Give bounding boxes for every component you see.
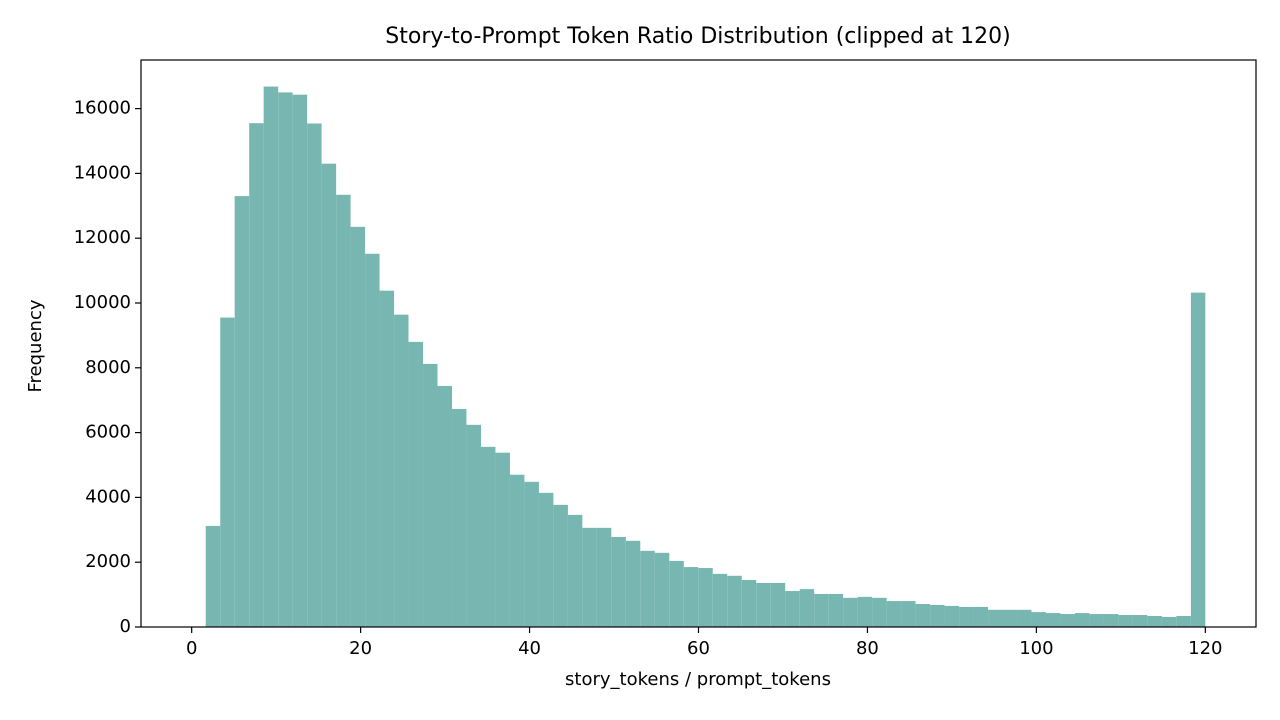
- y-tick-label: 4000: [85, 486, 131, 507]
- bar: [683, 567, 699, 627]
- bar: [625, 540, 641, 627]
- bar: [1176, 615, 1191, 627]
- x-tick-label: 20: [349, 638, 372, 659]
- bar: [336, 194, 351, 627]
- bar: [1002, 609, 1018, 627]
- bar: [408, 341, 424, 627]
- bar: [1031, 612, 1047, 627]
- bar: [582, 527, 597, 627]
- bar: [1017, 609, 1032, 627]
- bar: [611, 536, 626, 627]
- bar: [872, 597, 887, 627]
- bar: [930, 604, 945, 627]
- y-tick-label: 6000: [85, 422, 131, 443]
- bar: [234, 196, 250, 627]
- x-tick-label: 80: [856, 638, 879, 659]
- bar: [915, 603, 931, 627]
- bar: [452, 408, 467, 627]
- bar: [394, 314, 409, 627]
- bar: [205, 525, 221, 627]
- bar: [480, 446, 496, 627]
- y-tick-label: 8000: [85, 357, 131, 378]
- y-tick-label: 2000: [85, 551, 131, 572]
- x-tick-label: 40: [518, 638, 541, 659]
- bar: [828, 593, 844, 627]
- bar: [770, 582, 786, 627]
- bar: [1074, 613, 1090, 627]
- bar: [495, 452, 510, 627]
- bar: [350, 226, 366, 628]
- y-tick-label: 12000: [74, 227, 131, 248]
- bar: [596, 527, 612, 627]
- chart-title: Story-to-Prompt Token Ratio Distribution…: [385, 24, 1010, 49]
- bar: [814, 593, 829, 627]
- x-tick-label: 0: [186, 638, 197, 659]
- bar: [365, 253, 380, 627]
- bar: [712, 573, 728, 627]
- bar: [567, 514, 583, 627]
- bar: [423, 363, 438, 627]
- bar: [263, 86, 279, 628]
- y-tick-label: 10000: [74, 292, 131, 313]
- bar: [1118, 615, 1133, 627]
- bar: [988, 609, 1003, 627]
- bar: [756, 582, 771, 627]
- bar: [973, 606, 989, 627]
- bar: [1103, 614, 1119, 627]
- bar: [220, 317, 235, 627]
- bar: [886, 601, 902, 627]
- bar: [524, 481, 539, 627]
- bar: [799, 589, 815, 627]
- bar: [727, 575, 742, 627]
- x-tick-label: 60: [687, 638, 710, 659]
- bar: [292, 94, 308, 628]
- bar: [1161, 616, 1177, 627]
- bar: [307, 123, 322, 627]
- y-axis-label: Frequency: [25, 299, 46, 392]
- bar: [959, 606, 974, 627]
- bar: [1060, 614, 1075, 627]
- bar: [249, 123, 264, 628]
- bar: [654, 552, 670, 627]
- bar: [553, 504, 568, 627]
- y-tick-label: 16000: [74, 98, 131, 119]
- y-tick-label: 14000: [74, 162, 131, 183]
- x-tick-label: 120: [1188, 638, 1222, 659]
- bar: [857, 596, 873, 627]
- bar: [1089, 614, 1104, 627]
- bar: [509, 474, 525, 627]
- bar: [698, 568, 713, 627]
- bar: [843, 597, 858, 627]
- bar: [1190, 292, 1206, 627]
- bar: [901, 601, 916, 627]
- bar: [1147, 615, 1162, 627]
- bar: [1046, 613, 1061, 627]
- bar: [785, 591, 800, 627]
- x-axis-label: story_tokens / prompt_tokens: [565, 669, 831, 690]
- x-tick-label: 100: [1019, 638, 1053, 659]
- bar: [437, 385, 453, 627]
- bar: [640, 550, 655, 627]
- y-tick-label: 0: [120, 616, 131, 637]
- bar: [321, 163, 337, 627]
- bar: [379, 290, 395, 627]
- bar: [944, 605, 960, 627]
- bar: [538, 492, 554, 627]
- bar: [466, 424, 481, 627]
- bar: [669, 560, 684, 627]
- bar: [278, 92, 293, 627]
- bar: [741, 580, 757, 627]
- bar: [1132, 615, 1148, 627]
